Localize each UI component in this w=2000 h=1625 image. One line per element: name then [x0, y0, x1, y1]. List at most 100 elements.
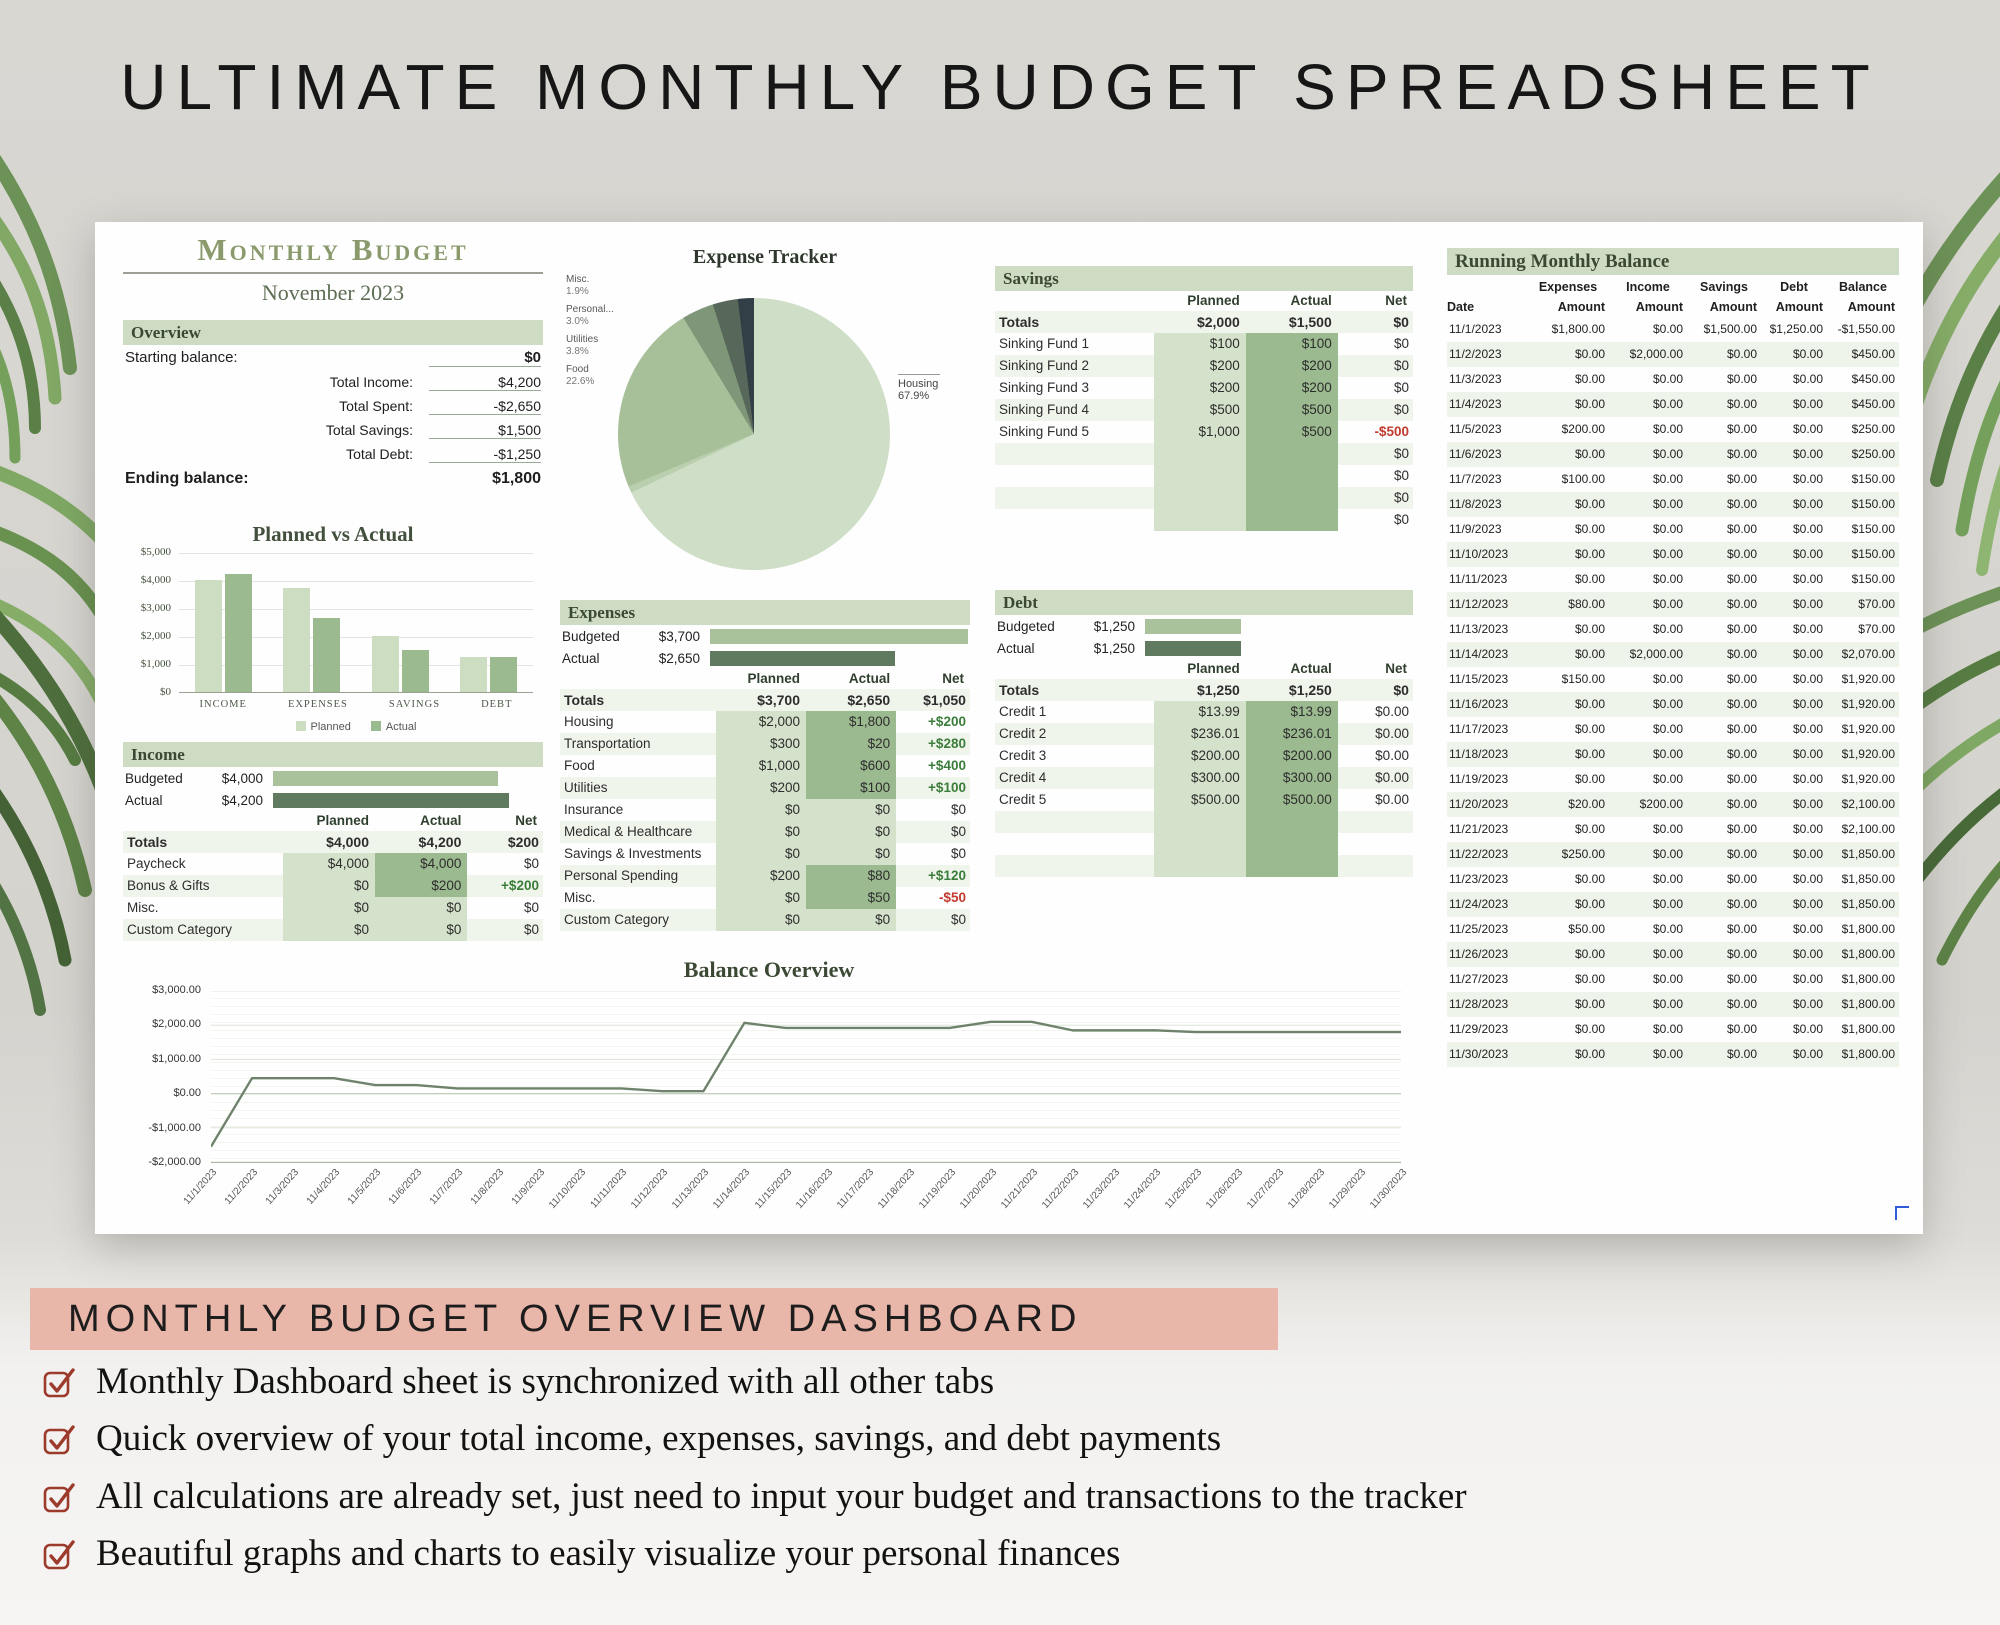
savings-section: Savings Planned Actual Net Totals $2,000… — [995, 266, 1413, 531]
date-cell: 11/11/2023 — [1449, 572, 1508, 586]
column-header: Net — [1385, 661, 1407, 676]
planned-cell: $236.01 — [1153, 723, 1246, 745]
amount-cell: $1,800.00 — [1841, 972, 1895, 986]
amount-cell: $0.00 — [1792, 822, 1823, 836]
amount-cell: $450.00 — [1851, 372, 1895, 386]
actual-cell: $1,800 — [805, 711, 897, 733]
amount-cell: $0.00 — [1574, 1047, 1605, 1061]
amount-cell: $1,920.00 — [1841, 697, 1895, 711]
planned-cell: $500.00 — [1153, 789, 1246, 811]
table-row: Paycheck $4,000 $4,000 $0 — [123, 853, 543, 875]
amount-cell: $0.00 — [1792, 747, 1823, 761]
actual-cell: $100 — [805, 777, 897, 799]
palm-leaf-icon — [0, 154, 77, 464]
net-cell: $0 — [523, 856, 539, 871]
income-header: Income — [123, 742, 543, 767]
actual-cell: $50 — [805, 887, 897, 909]
amount-cell: $0.00 — [1726, 347, 1757, 361]
actual-cell — [1245, 509, 1338, 531]
expense-tracker-chart: Expense Tracker Misc. 1.9% Personal... 3… — [560, 246, 970, 594]
column-header — [995, 659, 1154, 679]
actual-cell: $200.00 — [1245, 745, 1338, 767]
budgeted-bar — [710, 628, 968, 644]
table-row: Personal Spending $200 $80 +$120 — [560, 865, 970, 887]
running-row: 11/21/2023 $0.00 $0.00 $0.00 $0.00 $2,100.00 — [1447, 817, 1899, 842]
planned-cell: $100 — [1153, 333, 1246, 355]
row-label: Totals — [999, 682, 1040, 698]
amount-cell: $50.00 — [1568, 922, 1605, 936]
feature-bullet: Quick overview of your total income, exp… — [42, 1417, 1982, 1461]
amount-cell: $1,920.00 — [1841, 672, 1895, 686]
actual-cell: $200 — [374, 875, 468, 897]
running-balance-table: Expenses Income Savings Debt Balance Date Amou… — [1447, 277, 1899, 1067]
line-chart — [209, 990, 1401, 1163]
chart-title: Expense Tracker — [692, 246, 838, 268]
amount-cell: $0.00 — [1726, 722, 1757, 736]
table-header: Planned Actual Net — [123, 811, 543, 831]
planned-cell: $3,700 — [757, 692, 800, 708]
column-header: Actual — [848, 671, 891, 686]
amount-cell: $0.00 — [1652, 597, 1683, 611]
actual-cell: $500 — [1245, 399, 1338, 421]
running-row: 11/4/2023 $0.00 $0.00 $0.00 $0.00 $450.00 — [1447, 392, 1899, 417]
running-row: 11/7/2023 $100.00 $0.00 $0.00 $0.00 $150.00 — [1447, 467, 1899, 492]
row-label: Credit 1 — [999, 704, 1047, 719]
net-cell: $0 — [1393, 446, 1409, 461]
planned-cell — [1153, 443, 1246, 465]
column-header: Debt — [1780, 280, 1808, 294]
row-label — [995, 443, 1154, 465]
legend-item: Planned — [295, 721, 351, 733]
date-cell: 11/16/2023 — [1449, 697, 1509, 711]
running-group-header: Expenses Income Savings Debt Balance — [1447, 277, 1899, 297]
actual-bar — [224, 574, 252, 692]
net-cell: $0 — [1393, 358, 1409, 373]
table-header: Planned Actual Net — [995, 659, 1413, 679]
y-axis-label: $3,000.00 — [152, 984, 201, 996]
amount-cell: $0.00 — [1726, 522, 1757, 536]
net-cell — [1338, 855, 1413, 877]
amount-cell: $0.00 — [1726, 847, 1757, 861]
spreadsheet-panel: Monthly Budget November 2023 Overview St… — [95, 222, 1923, 1234]
net-cell: $200 — [507, 834, 539, 850]
pie-percent: 3.0% — [566, 315, 589, 327]
y-axis-label: $1,000.00 — [152, 1052, 201, 1065]
column-header — [995, 291, 1154, 311]
amount-cell: $0.00 — [1652, 622, 1683, 636]
date-cell: 11/1/2023 — [1449, 322, 1502, 336]
planned-vs-actual-chart: Planned vs Actual $5,000 $4,000 $3,000 $2,0… — [123, 522, 543, 743]
net-cell: +$400 — [928, 758, 966, 773]
net-cell: +$280 — [928, 736, 966, 751]
actual-label: Actual — [997, 640, 1035, 656]
sheet-title: Monthly Budget — [123, 232, 543, 274]
row-label: Personal Spending — [564, 868, 679, 883]
amount-cell: $1,800.00 — [1841, 1047, 1895, 1061]
column-header: Balance — [1839, 280, 1887, 294]
column-header: Amount — [1847, 300, 1895, 314]
overview-row: Total Income: $4,200 — [123, 370, 543, 394]
planned-cell — [1153, 487, 1246, 509]
overview-section: Overview Starting balance: $0 Total Inco… — [123, 320, 543, 491]
amount-cell: $250.00 — [1851, 422, 1895, 436]
date-cell: 11/12/2023 — [1449, 597, 1509, 611]
date-cell: 11/13/2023 — [1449, 622, 1509, 636]
net-cell: $0.00 — [1375, 748, 1409, 763]
plot-area — [179, 553, 533, 693]
gridline — [179, 553, 533, 554]
date-cell: 11/23/2023 — [1449, 872, 1509, 886]
pie-label-name: Personal... — [566, 304, 614, 315]
pie-label-housing: Housing 67.9% — [898, 374, 940, 402]
table-row: Transportation $300 $20 +$280 — [560, 733, 970, 755]
amount-cell: $0.00 — [1652, 322, 1683, 336]
legend-swatch-icon — [295, 721, 306, 731]
budgeted-label: Budgeted — [997, 618, 1055, 634]
planned-cell: $200 — [715, 777, 806, 799]
planned-cell: $300.00 — [1153, 767, 1246, 789]
amount-cell: $0.00 — [1792, 947, 1823, 961]
planned-cell: $0 — [715, 843, 806, 865]
net-cell — [1338, 833, 1413, 855]
amount-cell: $70.00 — [1858, 597, 1895, 611]
actual-bar — [401, 650, 429, 692]
amount-cell: $0.00 — [1574, 897, 1605, 911]
planned-cell: $0 — [715, 821, 806, 843]
row-label: Medical & Healthcare — [564, 824, 693, 839]
